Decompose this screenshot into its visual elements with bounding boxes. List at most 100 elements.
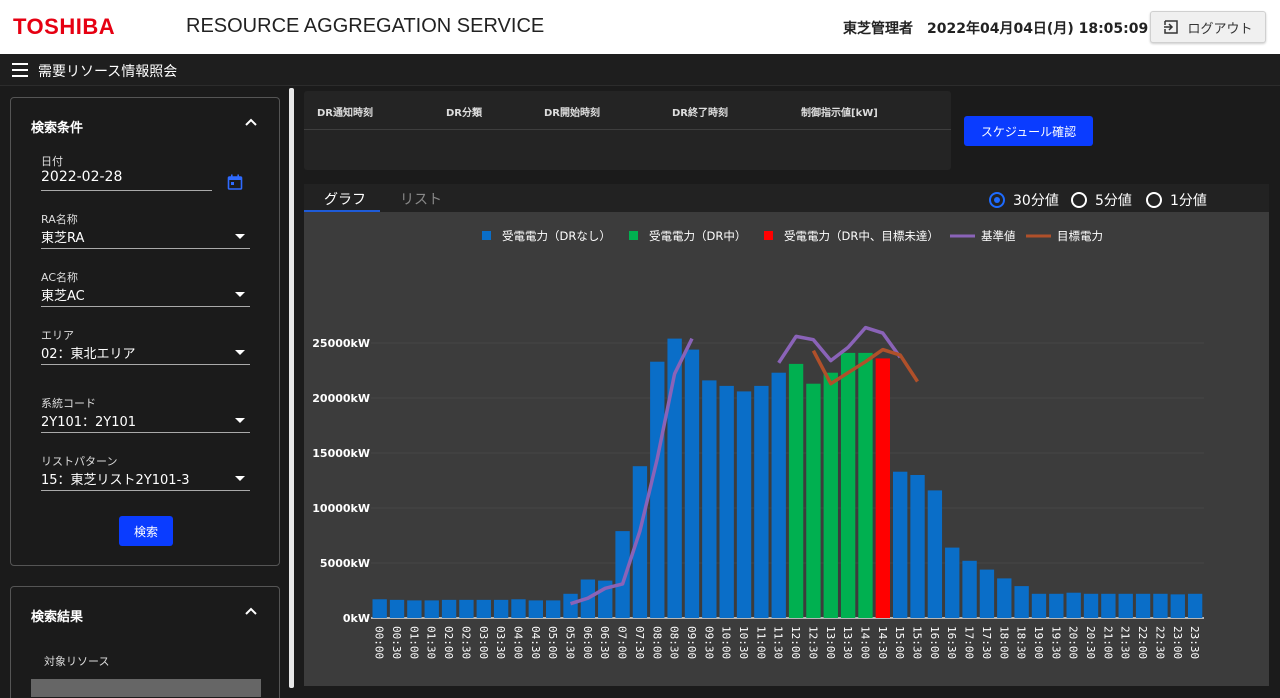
x-tick-label: 13:30 [841, 626, 854, 659]
bar [1066, 592, 1081, 618]
search-conditions-panel: 検索条件 日付 2022-02-28 RA名称 東芝RA AC名称 東芝AC エ… [10, 97, 280, 566]
power-chart-svg: 0kW 5000kW 10000kW 15000kW 20000kW 25000kW 00:… [312, 229, 1204, 659]
x-tick-label: 03:30 [494, 626, 507, 659]
dr-end-time-header: DR終了時刻 [672, 108, 729, 119]
power-chart: 0kW 5000kW 10000kW 15000kW 20000kW 25000kW 00:… [304, 212, 1269, 686]
target-line [811, 347, 919, 386]
x-tick-label: 01:00 [407, 626, 420, 659]
y-tick-label: 25000kW [312, 337, 370, 350]
x-tick-label: 13:00 [824, 626, 837, 659]
tab-list[interactable]: リスト [400, 192, 442, 208]
x-tick-label: 19:30 [1049, 626, 1062, 659]
x-tick-label: 20:30 [1084, 626, 1097, 659]
dr-notify-time-header: DR通知時刻 [317, 108, 374, 119]
x-tick-label: 21:00 [1101, 626, 1114, 659]
radio-5min[interactable]: 5分値 [1071, 190, 1132, 210]
search-button[interactable]: 検索 [119, 516, 173, 546]
x-tick-label: 21:30 [1119, 626, 1132, 659]
bar [476, 599, 491, 618]
x-tick-label: 10:00 [720, 626, 733, 659]
dropdown-arrow-icon[interactable] [235, 234, 245, 239]
dropdown-arrow-icon[interactable] [235, 350, 245, 355]
x-tick-label: 09:00 [685, 626, 698, 659]
x-tick-label: 06:30 [598, 626, 611, 659]
date-label: 日付 [41, 155, 63, 168]
legend-label: 受電電力（DR中） [649, 229, 746, 243]
dropdown-arrow-icon[interactable] [235, 418, 245, 423]
bar [1153, 593, 1168, 618]
dropdown-arrow-icon[interactable] [235, 292, 245, 297]
legend-swatch [482, 231, 491, 240]
radio-1min[interactable]: 1分値 [1146, 190, 1207, 210]
x-tick-label: 12:30 [806, 626, 819, 659]
collapse-chevron-icon[interactable] [245, 118, 257, 126]
list-pattern-select[interactable]: 15：東芝リスト2Y101-3 [41, 473, 190, 488]
x-tick-label: 15:00 [893, 626, 906, 659]
bar [788, 363, 804, 618]
x-tick-label: 16:30 [945, 626, 958, 659]
x-tick-label: 04:30 [529, 626, 542, 659]
bar [1118, 593, 1133, 618]
x-tick-label: 18:00 [997, 626, 1010, 659]
tab-graph[interactable]: グラフ [324, 192, 366, 208]
x-tick-label: 00:00 [373, 626, 386, 659]
x-tick-label: 07:00 [616, 626, 629, 659]
bar [719, 385, 734, 618]
bar [1083, 593, 1099, 618]
radio-1min-label: 1分値 [1170, 193, 1207, 209]
bar [823, 372, 838, 618]
x-tick-label: 22:00 [1136, 626, 1149, 659]
x-tick-label: 17:00 [963, 626, 976, 659]
schedule-check-button[interactable]: スケジュール確認 [964, 116, 1093, 146]
bar [1049, 593, 1064, 618]
y-tick-label: 10000kW [312, 502, 370, 515]
bar [1170, 594, 1185, 618]
date-input[interactable]: 2022-02-28 [41, 169, 123, 185]
x-tick-label: 22:30 [1153, 626, 1166, 659]
area-select[interactable]: 02：東北エリア [41, 347, 136, 362]
bar [771, 372, 786, 618]
x-tick-label: 15:30 [911, 626, 924, 659]
legend-label: 目標電力 [1057, 229, 1103, 243]
radio-30min-label: 30分値 [1013, 193, 1059, 209]
app-title: RESOURCE AGGREGATION SERVICE [186, 15, 545, 37]
search-conditions-title: 検索条件 [31, 121, 84, 136]
x-tick-label: 23:00 [1171, 626, 1184, 659]
bar [372, 599, 387, 618]
x-tick-label: 05:30 [564, 626, 577, 659]
x-tick-label: 02:30 [459, 626, 472, 659]
logout-button[interactable]: ログアウト [1150, 11, 1266, 43]
x-tick-label: 08:00 [650, 626, 663, 659]
legend-swatch [629, 231, 638, 240]
hamburger-menu-icon[interactable] [12, 63, 28, 77]
x-tick-label: 11:30 [772, 626, 785, 659]
radio-5min-label: 5分値 [1095, 193, 1132, 209]
sub-header: 需要リソース情報照会 [0, 54, 1280, 86]
calendar-icon[interactable] [227, 174, 243, 190]
x-tick-label: 02:00 [442, 626, 455, 659]
search-results-title: 検索結果 [31, 610, 84, 625]
panel-scrollbar[interactable] [289, 88, 294, 688]
x-tick-label: 03:00 [477, 626, 490, 659]
bar [1014, 586, 1029, 618]
logout-icon [1164, 20, 1179, 34]
collapse-chevron-icon[interactable] [245, 607, 257, 615]
x-tick-label: 19:00 [1032, 626, 1045, 659]
bar [979, 569, 995, 618]
x-tick-label: 01:30 [425, 626, 438, 659]
bar [997, 578, 1012, 618]
dropdown-arrow-icon[interactable] [235, 476, 245, 481]
ra-name-select[interactable]: 東芝RA [41, 231, 85, 246]
x-tick-label: 04:00 [512, 626, 525, 659]
area-label: エリア [41, 329, 74, 342]
y-tick-label: 0kW [343, 612, 370, 625]
bar [702, 380, 717, 618]
bar [1101, 593, 1116, 618]
app-header: TOSHIBA RESOURCE AGGREGATION SERVICE 東芝管… [0, 0, 1280, 54]
ac-name-select[interactable]: 東芝AC [41, 289, 85, 304]
radio-30min[interactable]: 30分値 [989, 190, 1059, 210]
grid-code-select[interactable]: 2Y101：2Y101 [41, 415, 137, 430]
bar [546, 600, 561, 618]
ac-name-label: AC名称 [41, 271, 79, 284]
bar [736, 391, 752, 618]
